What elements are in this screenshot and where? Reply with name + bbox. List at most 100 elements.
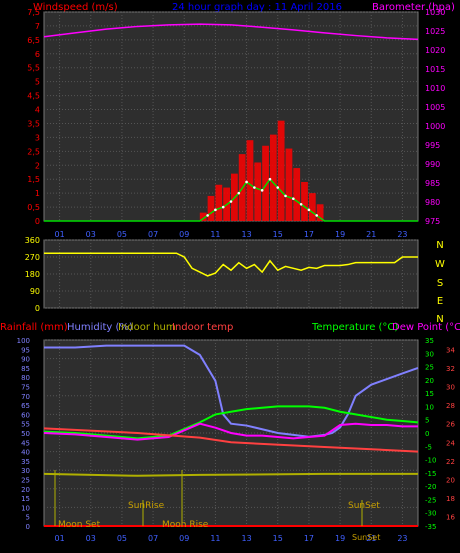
gust-point-11: [276, 186, 280, 189]
dir-tick-label-2: 180: [25, 270, 40, 279]
wind-tick-label-15: 7,5: [27, 8, 40, 17]
temp-hour-tick-01: 01: [54, 534, 64, 543]
temp-tick-label-7: 0: [425, 430, 429, 438]
indoor-tick-label-4: 24: [446, 439, 455, 447]
windspeed-axis-title: Windspeed (m/s): [33, 2, 118, 13]
wind-tick-label-3: 1,5: [27, 175, 40, 184]
temp-tick-label-13: 30: [425, 350, 434, 358]
wind-bar-3: [207, 195, 215, 221]
moon-rise-label: Moon Rise: [162, 520, 209, 530]
hum-tick-label-1: 5: [26, 514, 30, 522]
baro-tick-label-6: 1005: [425, 103, 445, 112]
temp-hour-tick-05: 05: [117, 534, 127, 543]
wind-tick-label-2: 1: [35, 189, 40, 198]
temp-tick-label-12: 25: [425, 364, 434, 372]
wind-bar-12: [277, 120, 285, 221]
moon-set-label: Moon Set: [58, 520, 101, 530]
hum-tick-label-15: 75: [21, 384, 30, 392]
dir-tick-label-0: 0: [35, 304, 40, 313]
wind-hour-tick-19: 19: [335, 230, 345, 239]
axis-ticks: 0101030305050707090911111313151517171919…: [17, 8, 456, 543]
wind-tick-label-13: 6,5: [27, 36, 40, 45]
gust-point-12: [284, 194, 287, 198]
temp-tick-label-1: -30: [425, 510, 436, 518]
baro-tick-label-10: 1025: [425, 27, 445, 36]
temp-hour-tick-21: 21: [366, 534, 376, 543]
gust-point-10: [268, 177, 272, 181]
temperature-plot-area: [43, 339, 419, 527]
dir-tick-label-1: 90: [30, 287, 40, 296]
wind-hour-tick-11: 11: [210, 230, 220, 239]
wind-tick-label-1: 0,5: [27, 203, 40, 212]
indoor-tick-label-9: 34: [446, 346, 455, 354]
wind-tick-label-8: 4: [35, 106, 40, 115]
temperature-c-line: [43, 405, 419, 440]
compass-label-4: N: [436, 314, 443, 325]
gust-point-15: [307, 208, 311, 212]
temp-tick-label-3: -20: [425, 483, 436, 491]
sunset-label: SunSet: [348, 501, 380, 511]
humidity-line: [44, 344, 419, 438]
hum-tick-label-6: 30: [21, 467, 30, 475]
dew-point-c-line: [43, 422, 418, 441]
hum-tick-label-7: 35: [21, 458, 30, 466]
gust-point-2: [206, 214, 209, 217]
temp-tick-label-8: 5: [425, 417, 429, 425]
wind-bar-4: [215, 184, 223, 221]
hum-tick-label-2: 10: [21, 504, 30, 512]
temp-hour-tick-11: 11: [210, 534, 220, 543]
wind-hour-tick-05: 05: [117, 230, 127, 239]
temp-tick-label-2: -25: [425, 496, 436, 504]
baro-tick-label-4: 995: [425, 141, 440, 150]
hum-tick-label-10: 50: [21, 430, 30, 438]
temp-hour-tick-23: 23: [397, 534, 407, 543]
indoor-hum-line: [43, 472, 418, 477]
wind-tick-label-5: 2,5: [27, 147, 40, 156]
indoor-tick-label-3: 22: [446, 458, 455, 466]
gust-point-16: [315, 214, 319, 217]
indoor-temp-line: [43, 427, 419, 453]
temp-tick-label-4: -15: [425, 470, 436, 478]
wind-hour-tick-17: 17: [304, 230, 314, 239]
dir-tick-label-4: 360: [25, 236, 40, 245]
barometer-line: [43, 23, 419, 41]
wind-tick-label-10: 5: [35, 78, 40, 87]
temp-tick-label-11: 20: [425, 377, 434, 385]
wind-bar-2: [199, 212, 207, 221]
wind-bar-8: [246, 140, 254, 221]
baro-tick-label-0: 975: [425, 217, 440, 226]
baro-tick-label-7: 1010: [425, 84, 445, 93]
temp-hour-tick-17: 17: [304, 534, 314, 543]
gust-point-5: [229, 200, 233, 203]
gust-point-4: [221, 205, 225, 209]
baro-tick-label-5: 1000: [425, 122, 445, 131]
temp-hour-tick-03: 03: [86, 534, 96, 543]
hum-tick-label-5: 25: [21, 477, 30, 485]
gust-point-3: [214, 208, 217, 212]
wind-tick-label-14: 7: [35, 22, 40, 31]
humidity-axis-title: Humidity (%): [67, 322, 133, 333]
hum-tick-label-19: 95: [21, 346, 30, 354]
wind-tick-label-0: 0: [35, 217, 40, 226]
indoor-tick-label-8: 32: [446, 365, 455, 373]
wind-tick-label-4: 2: [35, 161, 40, 170]
gust-point-8: [253, 186, 256, 189]
wind-hour-tick-09: 09: [179, 230, 189, 239]
temp-hour-tick-13: 13: [241, 534, 251, 543]
wind-hour-tick-07: 07: [148, 230, 158, 239]
hum-tick-label-17: 85: [21, 365, 30, 373]
wind-hour-tick-03: 03: [86, 230, 96, 239]
hum-tick-label-8: 40: [21, 449, 30, 457]
baro-tick-label-3: 990: [425, 160, 440, 169]
indoor-tick-label-2: 20: [446, 477, 455, 485]
sunrise-label: SunRise: [128, 501, 165, 511]
wind-direction-line: [44, 252, 418, 277]
gust-point-7: [245, 180, 248, 184]
baro-tick-label-8: 1015: [425, 65, 445, 74]
indoor-tick-label-7: 30: [446, 384, 455, 392]
wind-hour-tick-01: 01: [54, 230, 64, 239]
wind-tick-label-9: 4,5: [27, 92, 40, 101]
temp-hour-tick-15: 15: [273, 534, 283, 543]
hum-tick-label-14: 70: [21, 393, 30, 401]
